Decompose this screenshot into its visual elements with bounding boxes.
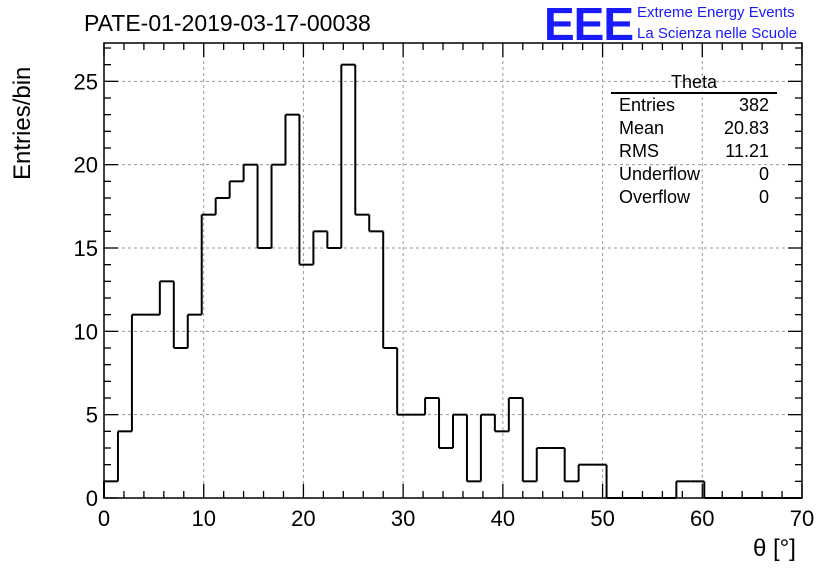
eee-logo: EEE (544, 0, 634, 50)
stats-label: Entries (619, 95, 676, 115)
y-tick-label: 25 (74, 69, 98, 94)
stats-value: 20.83 (723, 118, 769, 138)
x-axis-label: θ [°] (753, 535, 796, 562)
stats-row-underflow: Underflow 0 (611, 163, 777, 186)
x-tick-label: 70 (790, 506, 814, 531)
y-axis-label: Entries/bin (9, 66, 36, 180)
stats-row-mean: Mean 20.83 (611, 117, 777, 140)
x-tick-label: 60 (690, 506, 714, 531)
y-tick-label: 15 (74, 236, 98, 261)
stats-label: Mean (619, 118, 665, 138)
x-tick-label: 40 (491, 506, 515, 531)
x-tick-label: 30 (391, 506, 415, 531)
y-tick-label: 10 (74, 319, 98, 344)
plot-frame (103, 42, 803, 499)
axes-frame (103, 42, 803, 499)
x-tick-label: 0 (98, 506, 110, 531)
stats-value: 0 (758, 187, 769, 207)
axis-ticks (103, 43, 803, 499)
logo-line-2: La Scienza nelle Scuole (637, 25, 798, 42)
y-tick-label: 0 (86, 486, 98, 511)
tick-labels: 0 10 20 30 40 50 60 70 0 5 10 15 20 25 (74, 69, 815, 531)
stats-label: Underflow (619, 164, 701, 184)
x-tick-label: 50 (590, 506, 614, 531)
x-tick-label: 20 (291, 506, 315, 531)
stats-label: Overflow (619, 187, 691, 207)
chart-title: PATE-01-2019-03-17-00038 (84, 10, 371, 36)
stats-row-overflow: Overflow 0 (611, 186, 777, 209)
stats-value: 382 (738, 95, 769, 115)
stats-row-entries: Entries 382 (611, 94, 777, 117)
y-tick-label: 20 (74, 153, 98, 178)
stats-label: RMS (619, 141, 659, 161)
stats-box: Theta Entries 382 Mean 20.83 RMS 11.21 U… (611, 72, 777, 209)
stats-title: Theta (611, 72, 777, 94)
logo-line-1: Extreme Energy Events (637, 4, 795, 21)
stats-value: 11.21 (725, 141, 769, 161)
y-tick-label: 5 (86, 403, 98, 428)
x-tick-label: 10 (191, 506, 215, 531)
stats-row-rms: RMS 11.21 (611, 140, 777, 163)
stats-value: 0 (758, 164, 769, 184)
